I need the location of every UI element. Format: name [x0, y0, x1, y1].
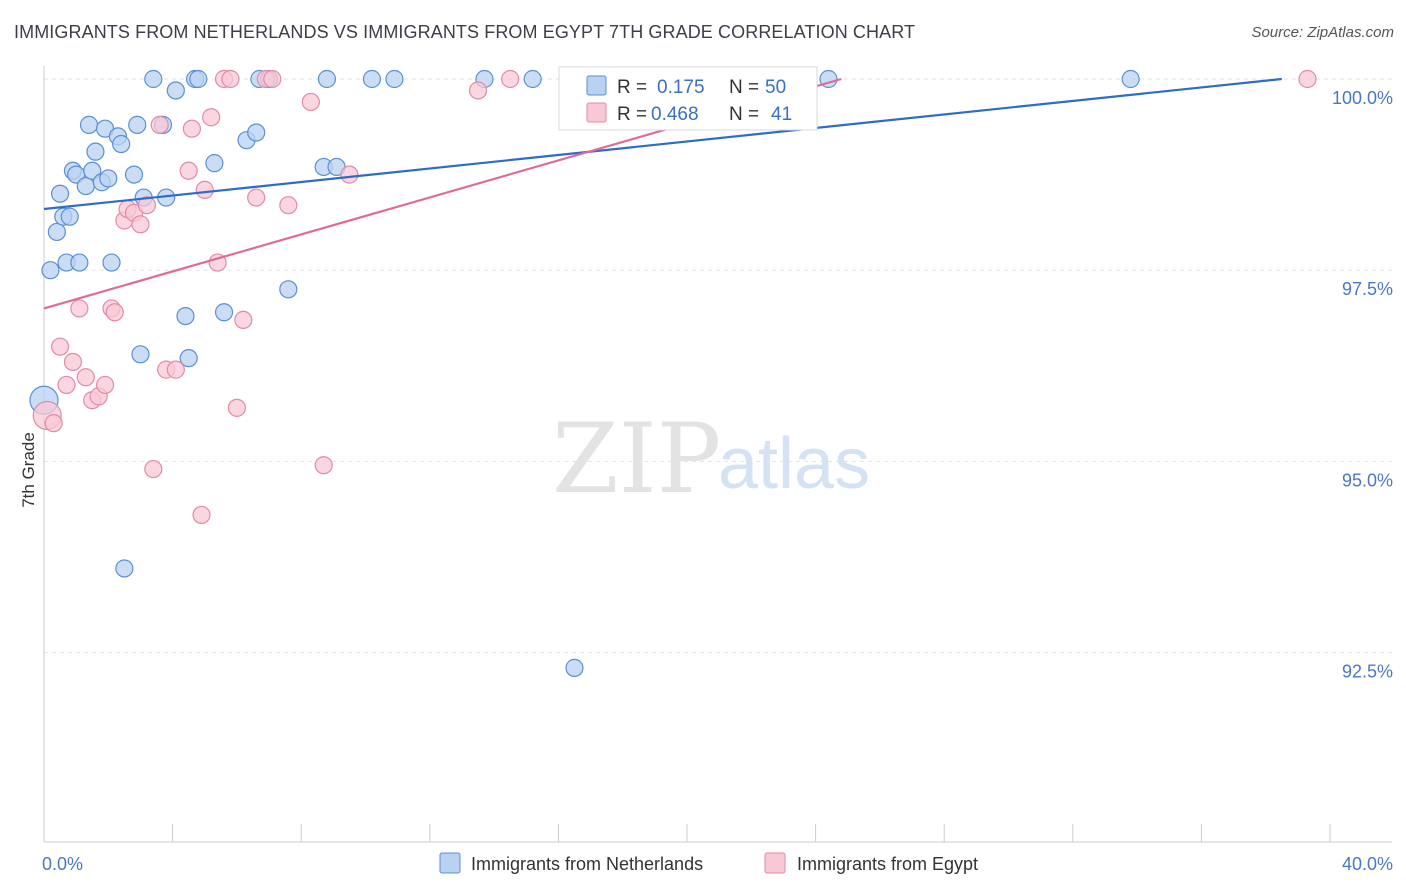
egypt-point-17: [144, 459, 163, 479]
egypt-point-30: [234, 310, 253, 330]
netherlands-point-28: [166, 81, 185, 100]
egypt-point-29: [227, 398, 246, 417]
egypt-point-22: [182, 119, 201, 138]
egypt-point-24: [195, 180, 214, 199]
netherlands-point-17: [102, 253, 121, 272]
y-tick-label-3: 100.0%: [1332, 88, 1393, 108]
netherlands-trendline: [43, 77, 1282, 211]
egypt-point-25: [202, 108, 221, 127]
netherlands-point-30: [179, 349, 198, 368]
legend-r-label-netherlands: R =: [617, 77, 647, 98]
netherlands-point-34: [214, 303, 234, 322]
netherlands-point-20: [115, 559, 134, 578]
netherlands-point-41: [317, 69, 337, 89]
netherlands-point-11: [79, 115, 99, 134]
legend-n-value-egypt: 41: [771, 104, 792, 125]
netherlands-point-1: [41, 261, 60, 280]
series-netherlands-points: [29, 69, 1140, 677]
egypt-point-4: [63, 352, 83, 372]
watermark-zip: ZIP: [552, 403, 721, 515]
netherlands-point-10: [76, 176, 95, 196]
series-legend-label-netherlands: Immigrants from Netherlands: [471, 854, 703, 874]
source-label: Source: ZipAtlas.com: [1251, 24, 1394, 41]
series-legend: Immigrants from Netherlands Immigrants f…: [439, 852, 978, 874]
egypt-point-31: [247, 188, 266, 207]
egypt-point-1: [44, 414, 63, 433]
series-egypt-points: [32, 69, 1317, 525]
egypt-point-28: [221, 69, 240, 89]
egypt-point-40: [1298, 69, 1317, 89]
netherlands-point-49: [1121, 69, 1140, 89]
egypt-point-39: [501, 69, 520, 89]
y-tick-label-2: 97.5%: [1342, 279, 1393, 299]
y-tick-labels: 92.5% 95.0% 97.5% 100.0%: [1332, 88, 1393, 682]
netherlands-point-47: [565, 658, 584, 677]
egypt-point-21: [179, 161, 198, 180]
netherlands-point-22: [128, 115, 147, 134]
y-tick-label-0: 92.5%: [1342, 662, 1393, 682]
chart-title: IMMIGRANTS FROM NETHERLANDS VS IMMIGRANT…: [14, 22, 916, 42]
egypt-point-11: [105, 303, 124, 322]
legend-n-value-netherlands: 50: [765, 77, 786, 98]
egypt-point-20: [166, 360, 185, 379]
netherlands-point-2: [47, 222, 66, 242]
y-axis-label: 7th Grade: [19, 432, 38, 508]
legend-r-value-egypt: 0.468: [651, 104, 699, 125]
egypt-point-3: [57, 375, 76, 395]
netherlands-point-21: [124, 165, 144, 184]
netherlands-point-6: [60, 207, 79, 226]
series-legend-label-egypt: Immigrants from Egypt: [797, 854, 978, 874]
netherlands-point-16: [99, 169, 118, 188]
legend-swatch-egypt: [586, 102, 607, 123]
x-tick-labels: 0.0% 40.0%: [42, 854, 1393, 874]
netherlands-point-9: [70, 253, 89, 272]
legend-swatch-netherlands: [586, 75, 607, 96]
egypt-point-6: [76, 368, 95, 387]
egypt-point-38: [468, 81, 488, 100]
legend-r-value-netherlands: 0.175: [657, 77, 705, 98]
netherlands-point-44: [385, 69, 404, 89]
netherlands-point-3: [50, 184, 70, 203]
legend-n-label-egypt: N =: [729, 104, 759, 125]
egypt-point-37: [340, 165, 359, 184]
netherlands-point-32: [189, 69, 208, 89]
egypt-point-18: [150, 115, 169, 134]
egypt-point-34: [279, 196, 298, 215]
y-tick-label-1: 95.0%: [1342, 470, 1393, 490]
egypt-point-33: [263, 69, 282, 89]
netherlands-point-29: [176, 306, 195, 326]
watermark-atlas: atlas: [718, 424, 870, 504]
egypt-point-5: [70, 299, 89, 318]
legend: R = 0.175 N = 50 R = 0.468 N = 41: [558, 66, 818, 131]
egypt-point-16: [137, 196, 156, 215]
netherlands-point-23: [131, 345, 150, 364]
egypt-point-23: [192, 505, 211, 525]
x-tick-label-1: 40.0%: [1342, 854, 1393, 874]
egypt-point-9: [95, 375, 115, 395]
egypt-point-2: [50, 337, 70, 356]
watermark: ZIP atlas: [552, 403, 870, 515]
egypt-point-15: [131, 215, 150, 234]
series-legend-swatch-egypt: [764, 852, 786, 874]
axes: [43, 66, 1392, 843]
netherlands-point-13: [86, 142, 105, 161]
series-legend-swatch-netherlands: [439, 852, 461, 874]
legend-n-label-netherlands: N =: [729, 77, 759, 98]
x-tick-label-0: 0.0%: [42, 854, 83, 874]
netherlands-point-43: [362, 69, 382, 89]
netherlands-point-19: [112, 134, 131, 154]
netherlands-point-39: [279, 280, 298, 299]
netherlands-point-36: [247, 123, 266, 142]
grid-lines: [44, 78, 1392, 654]
egypt-point-35: [301, 92, 320, 112]
netherlands-point-33: [205, 154, 224, 173]
netherlands-point-46: [523, 69, 542, 89]
egypt-point-36: [314, 456, 333, 475]
netherlands-point-25: [144, 69, 163, 89]
legend-r-label-egypt: R =: [617, 104, 647, 125]
